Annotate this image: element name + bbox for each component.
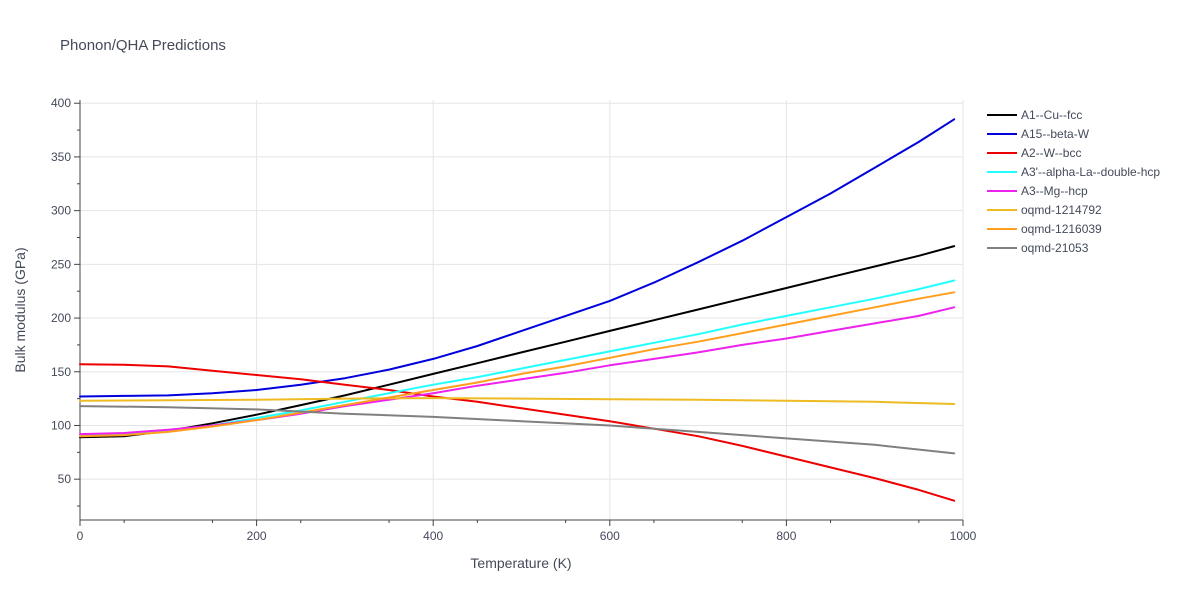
y-tick-label: 250: [51, 257, 71, 271]
x-tick-label: 200: [247, 529, 267, 543]
legend-item[interactable]: A3--Mg--hcp: [987, 184, 1088, 198]
legend-label: A15--beta-W: [1021, 127, 1090, 141]
legend-item[interactable]: oqmd-1214792: [987, 203, 1102, 217]
legend-label: A3--Mg--hcp: [1021, 184, 1088, 198]
legend: A1--Cu--fcc A15--beta-W A2--W--bcc A3'--alp…: [987, 108, 1160, 255]
series-line-5: [79, 397, 956, 405]
legend-label: A1--Cu--fcc: [1021, 108, 1082, 122]
legend-label: A2--W--bcc: [1021, 146, 1081, 160]
x-tick-label: 1000: [950, 529, 977, 543]
y-tick-label: 50: [58, 472, 72, 486]
legend-item[interactable]: A2--W--bcc: [987, 146, 1081, 160]
series-lines: [79, 118, 956, 502]
y-tick-label: 400: [51, 96, 71, 110]
y-tick-label: 350: [51, 150, 71, 164]
chart-title: Phonon/QHA Predictions: [60, 37, 226, 54]
legend-item[interactable]: A15--beta-W: [987, 127, 1090, 141]
legend-label: A3'--alpha-La--double-hcp: [1021, 165, 1160, 179]
y-tick-label: 300: [51, 204, 71, 218]
x-tick-label: 800: [776, 529, 796, 543]
y-tick-label: 100: [51, 418, 71, 432]
legend-label: oqmd-1216039: [1021, 222, 1102, 236]
x-tick-label: 600: [600, 529, 620, 543]
legend-item[interactable]: A1--Cu--fcc: [987, 108, 1082, 122]
grid: [80, 100, 964, 520]
x-tick-label: 0: [77, 529, 84, 543]
x-tick-label: 400: [423, 529, 443, 543]
y-tick-label: 150: [51, 365, 71, 379]
legend-item[interactable]: A3'--alpha-La--double-hcp: [987, 165, 1160, 179]
y-axis-label: Bulk modulus (GPa): [12, 247, 28, 372]
x-axis-label: Temperature (K): [470, 555, 571, 571]
series-line-1: [79, 118, 956, 398]
legend-item[interactable]: oqmd-1216039: [987, 222, 1102, 236]
legend-item[interactable]: oqmd-21053: [987, 241, 1089, 255]
series-line-7: [79, 405, 956, 455]
series-line-6: [79, 291, 956, 438]
series-line-3: [79, 279, 956, 437]
y-tick-label: 200: [51, 311, 71, 325]
legend-label: oqmd-21053: [1021, 241, 1089, 255]
legend-label: oqmd-1214792: [1021, 203, 1102, 217]
series-line-0: [79, 245, 956, 439]
series-line-2: [79, 363, 956, 502]
axes: 0 200 400 600 800 1000 50 100 150 200 250 300 350 400: [51, 96, 977, 543]
